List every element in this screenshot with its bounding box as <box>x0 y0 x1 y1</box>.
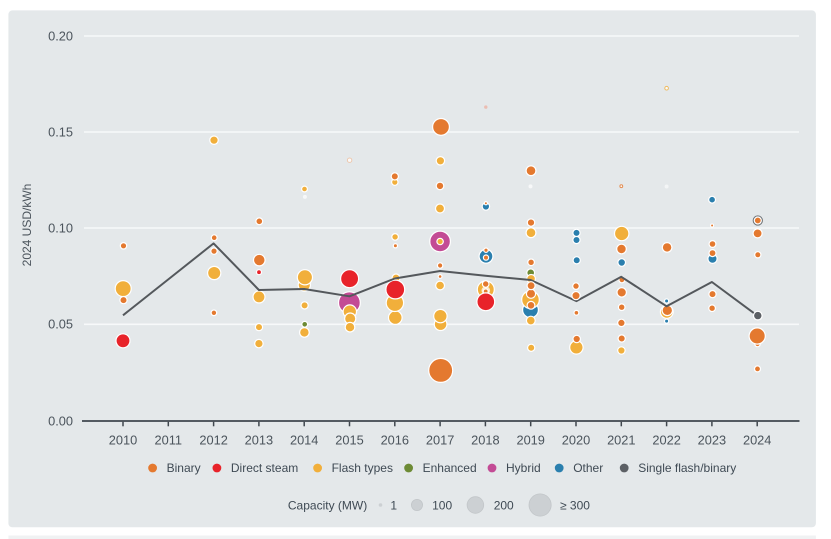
svg-text:2011: 2011 <box>155 433 183 448</box>
svg-text:2017: 2017 <box>426 433 454 448</box>
svg-text:Enhanced: Enhanced <box>423 461 477 475</box>
svg-text:0.20: 0.20 <box>48 28 73 43</box>
svg-text:Single flash/binary: Single flash/binary <box>638 461 736 475</box>
svg-text:100: 100 <box>432 498 452 512</box>
svg-text:≥ 300: ≥ 300 <box>560 498 590 512</box>
svg-text:2010: 2010 <box>109 433 137 448</box>
svg-text:2024: 2024 <box>743 433 771 448</box>
svg-text:1: 1 <box>390 498 397 512</box>
svg-text:2013: 2013 <box>245 433 273 448</box>
svg-text:2023: 2023 <box>698 433 726 448</box>
svg-text:2019: 2019 <box>516 433 544 448</box>
svg-text:2014: 2014 <box>290 433 318 448</box>
svg-text:2016: 2016 <box>381 433 409 448</box>
svg-text:2022: 2022 <box>652 433 680 448</box>
svg-text:Direct steam: Direct steam <box>231 461 298 475</box>
svg-text:2018: 2018 <box>471 433 499 448</box>
svg-text:2021: 2021 <box>607 433 635 448</box>
svg-text:0.00: 0.00 <box>48 413 73 428</box>
svg-text:0.05: 0.05 <box>48 317 73 332</box>
svg-text:Flash types: Flash types <box>332 461 393 475</box>
svg-text:200: 200 <box>494 498 514 512</box>
svg-text:Hybrid: Hybrid <box>506 461 541 475</box>
svg-text:2020: 2020 <box>562 433 590 448</box>
svg-text:2024 USD/kWh: 2024 USD/kWh <box>20 184 34 267</box>
svg-text:0.15: 0.15 <box>48 124 73 139</box>
svg-text:0.10: 0.10 <box>48 220 73 235</box>
svg-text:Capacity (MW): Capacity (MW) <box>288 498 367 512</box>
svg-text:Binary: Binary <box>167 461 201 475</box>
svg-text:Other: Other <box>573 461 603 475</box>
svg-text:2012: 2012 <box>199 433 227 448</box>
svg-text:2015: 2015 <box>335 433 363 448</box>
